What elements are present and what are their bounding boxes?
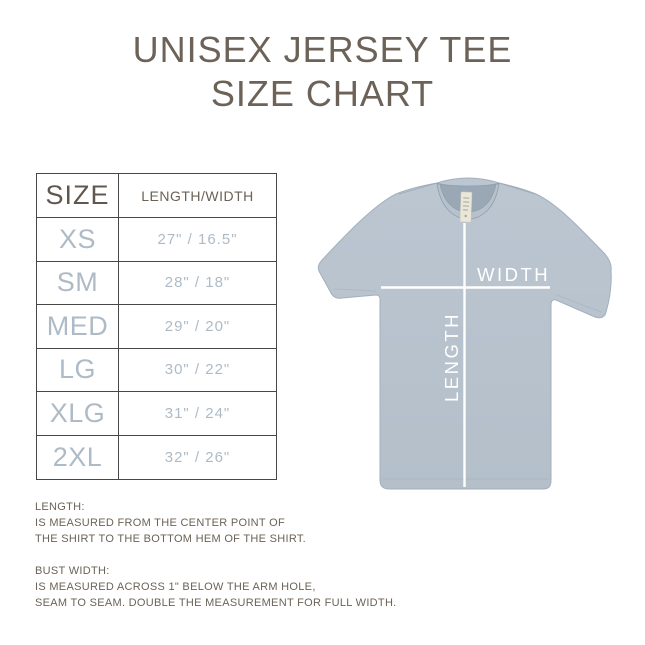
table-row: XLG 31" / 24" (37, 392, 276, 436)
column-header-size: SIZE (37, 174, 119, 217)
measurement-notes: LENGTH: IS MEASURED FROM THE CENTER POIN… (35, 499, 397, 627)
size-cell: MED (37, 305, 119, 348)
measurement-cell: 28" / 18" (164, 274, 231, 292)
table-row: LG 30" / 22" (37, 348, 276, 392)
neck-tag (459, 191, 473, 223)
page-title-line1: UNISEX JERSEY TEE (132, 29, 513, 70)
measurement-cell: 31" / 24" (164, 404, 231, 422)
bust-width-note-line: IS MEASURED ACROSS 1" BELOW THE ARM HOLE… (35, 581, 316, 593)
table-row: SM 28" / 18" (37, 261, 276, 305)
table-row: 2XL 32" / 26" (37, 435, 276, 479)
page-title-line2: SIZE CHART (210, 73, 435, 114)
measurement-cell: 32" / 26" (164, 448, 231, 466)
table-header-row: SIZE LENGTH/WIDTH (37, 174, 276, 218)
size-cell: SM (37, 261, 119, 304)
page-title: UNISEX JERSEY TEE SIZE CHART (0, 28, 645, 116)
shoulder-seam-right (498, 182, 536, 195)
length-note-line: THE SHIRT TO THE BOTTOM HEM OF THE SHIRT… (35, 533, 307, 545)
left-sleeve-hem-seam (333, 288, 377, 292)
length-note: LENGTH: IS MEASURED FROM THE CENTER POIN… (35, 499, 397, 547)
measurement-cell: 27" / 16.5" (157, 230, 238, 248)
size-cell: LG (37, 348, 119, 391)
back-collar-seam (436, 182, 500, 187)
length-note-heading: LENGTH: (35, 501, 85, 513)
length-note-line: IS MEASURED FROM THE CENTER POINT OF (35, 517, 285, 529)
bust-width-note-line: SEAM TO SEAM. DOUBLE THE MEASUREMENT FOR… (35, 597, 397, 609)
width-label: WIDTH (477, 264, 550, 285)
table-row: MED 29" / 20" (37, 305, 276, 349)
bust-width-note-heading: BUST WIDTH: (35, 565, 110, 577)
bust-width-note: BUST WIDTH: IS MEASURED ACROSS 1" BELOW … (35, 563, 397, 611)
size-chart-table: SIZE LENGTH/WIDTH XS 27" / 16.5" SM 28" … (36, 173, 277, 480)
size-cell: 2XL (37, 435, 119, 479)
size-cell: XS (37, 218, 119, 261)
tshirt-diagram: WIDTH LENGTH (317, 177, 612, 490)
length-label: LENGTH (441, 312, 462, 402)
table-row: XS 27" / 16.5" (37, 218, 276, 262)
column-header-length-width: LENGTH/WIDTH (141, 187, 254, 204)
shoulder-seam-left (398, 182, 438, 195)
measurement-cell: 30" / 22" (164, 361, 231, 379)
size-cell: XLG (37, 392, 119, 435)
measurement-cell: 29" / 20" (164, 317, 231, 335)
right-sleeve-hem-seam (556, 294, 602, 313)
